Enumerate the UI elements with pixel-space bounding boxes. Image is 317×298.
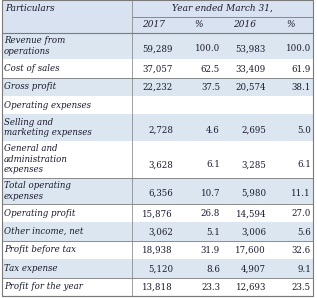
Text: 100.0: 100.0 [286, 44, 311, 53]
Text: 5.1: 5.1 [206, 228, 220, 237]
Text: 15,876: 15,876 [142, 209, 173, 218]
Bar [2, 59, 313, 77]
Bar [2, 77, 313, 96]
Text: Revenue from
operations: Revenue from operations [4, 36, 65, 56]
Text: General and
administration
expenses: General and administration expenses [4, 144, 68, 174]
Text: 11.1: 11.1 [291, 189, 311, 198]
Text: 2016: 2016 [234, 21, 256, 30]
Text: 23.3: 23.3 [201, 283, 220, 292]
Bar [2, 17, 313, 33]
Text: 5.0: 5.0 [297, 126, 311, 135]
Text: 22,232: 22,232 [143, 83, 173, 92]
Bar [2, 0, 313, 17]
Text: 23.5: 23.5 [292, 283, 311, 292]
Text: 6.1: 6.1 [297, 161, 311, 170]
Text: 10.7: 10.7 [200, 189, 220, 198]
Text: 6,356: 6,356 [148, 189, 173, 198]
Text: Profit for the year: Profit for the year [4, 282, 83, 291]
Text: Cost of sales: Cost of sales [4, 64, 60, 73]
Text: 5,120: 5,120 [148, 265, 173, 274]
Text: 6.1: 6.1 [206, 161, 220, 170]
Text: Operating expenses: Operating expenses [4, 101, 91, 110]
Bar [2, 277, 313, 296]
Text: 37.5: 37.5 [201, 83, 220, 92]
Text: 59,289: 59,289 [143, 44, 173, 53]
Text: 4,907: 4,907 [241, 265, 266, 274]
Text: Year ended March 31,: Year ended March 31, [172, 4, 273, 13]
Text: 33,409: 33,409 [236, 65, 266, 74]
Text: Gross profit: Gross profit [4, 82, 56, 91]
Text: 3,062: 3,062 [148, 228, 173, 237]
Text: 3,006: 3,006 [241, 228, 266, 237]
Text: Profit before tax: Profit before tax [4, 246, 76, 254]
Bar [2, 178, 313, 204]
Text: 53,983: 53,983 [236, 44, 266, 53]
Text: 3,285: 3,285 [241, 161, 266, 170]
Text: 62.5: 62.5 [201, 65, 220, 74]
Text: 100.0: 100.0 [195, 44, 220, 53]
Text: 38.1: 38.1 [292, 83, 311, 92]
Text: 37,057: 37,057 [143, 65, 173, 74]
Text: 2,728: 2,728 [148, 126, 173, 135]
Bar [2, 241, 313, 259]
Text: 5.6: 5.6 [297, 228, 311, 237]
Text: 18,938: 18,938 [142, 246, 173, 255]
Text: 14,594: 14,594 [236, 209, 266, 218]
Text: 2017: 2017 [142, 21, 165, 30]
Text: 13,818: 13,818 [142, 283, 173, 292]
Text: Particulars: Particulars [5, 4, 55, 13]
Text: 27.0: 27.0 [292, 209, 311, 218]
Bar [2, 222, 313, 241]
Bar [2, 204, 313, 222]
Text: Operating profit: Operating profit [4, 209, 75, 218]
Bar [2, 96, 313, 114]
Bar [2, 141, 313, 178]
Text: Total operating
expenses: Total operating expenses [4, 181, 71, 201]
Text: 17,600: 17,600 [235, 246, 266, 255]
Text: 9.1: 9.1 [297, 265, 311, 274]
Text: 5,980: 5,980 [241, 189, 266, 198]
Text: Selling and
marketing expenses: Selling and marketing expenses [4, 118, 92, 137]
Text: 20,574: 20,574 [236, 83, 266, 92]
Text: 2,695: 2,695 [241, 126, 266, 135]
Bar [2, 114, 313, 141]
Text: 31.9: 31.9 [201, 246, 220, 255]
Text: 4.6: 4.6 [206, 126, 220, 135]
Text: Tax expense: Tax expense [4, 264, 57, 273]
Text: 61.9: 61.9 [292, 65, 311, 74]
Text: %: % [286, 21, 295, 30]
Bar [2, 33, 313, 59]
Text: 3,628: 3,628 [148, 161, 173, 170]
Text: Other income, net: Other income, net [4, 227, 83, 236]
Text: %: % [194, 21, 203, 30]
Bar [2, 259, 313, 277]
Text: 26.8: 26.8 [201, 209, 220, 218]
Text: 8.6: 8.6 [206, 265, 220, 274]
Text: 32.6: 32.6 [292, 246, 311, 255]
Text: 12,693: 12,693 [236, 283, 266, 292]
